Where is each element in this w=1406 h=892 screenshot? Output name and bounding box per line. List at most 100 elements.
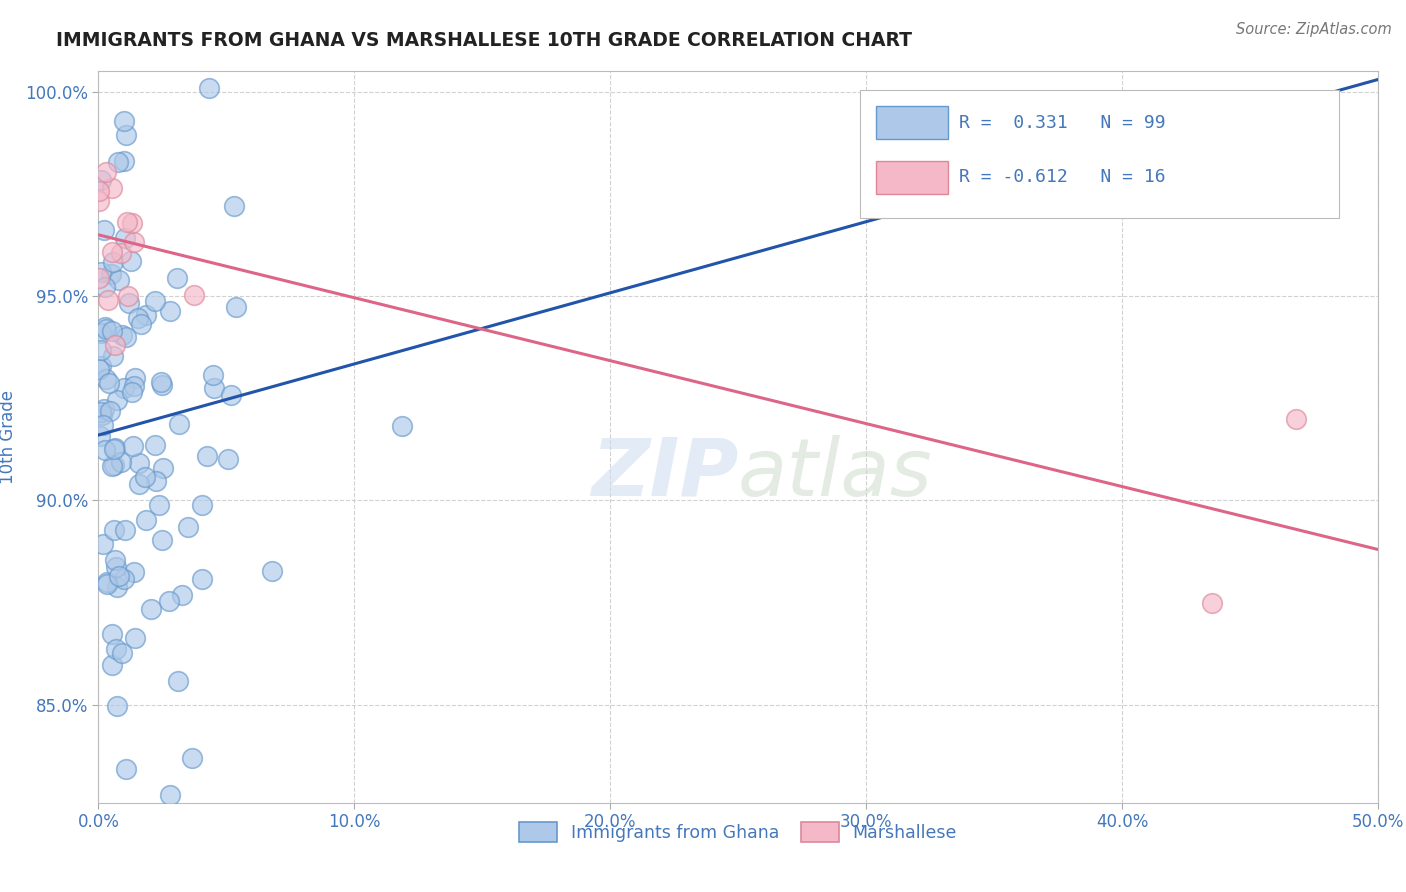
Point: [94, 372, 117, 386]
Point: [152, 461, 174, 475]
Point: [91, 537, 114, 551]
Point: [225, 300, 247, 314]
Point: [110, 454, 132, 468]
Point: [135, 513, 157, 527]
Point: [127, 311, 149, 326]
Point: [195, 449, 218, 463]
Text: ZIP: ZIP: [591, 434, 738, 513]
Point: [90, 265, 112, 279]
Point: [124, 631, 146, 645]
Point: [115, 128, 138, 142]
Legend: Immigrants from Ghana, Marshallese: Immigrants from Ghana, Marshallese: [512, 815, 965, 849]
Point: [121, 439, 143, 453]
Point: [145, 474, 167, 488]
Point: [150, 378, 173, 392]
Point: [135, 308, 157, 322]
Point: [105, 699, 128, 714]
Point: [120, 253, 142, 268]
Point: [114, 572, 136, 586]
Point: [94, 443, 117, 458]
Point: [391, 418, 413, 433]
Point: [190, 499, 212, 513]
Point: [111, 646, 134, 660]
Point: [98, 404, 121, 418]
Y-axis label: 10th Grade: 10th Grade: [0, 390, 17, 484]
Point: [114, 231, 136, 245]
Point: [90, 405, 112, 419]
Point: [94, 164, 117, 178]
Point: [121, 385, 143, 400]
Point: [91, 417, 114, 432]
Point: [1285, 411, 1308, 425]
Point: [202, 381, 225, 395]
Text: R = -0.612   N = 16: R = -0.612 N = 16: [959, 169, 1166, 186]
Point: [262, 564, 284, 578]
Point: [101, 325, 124, 339]
Point: [112, 381, 135, 395]
Point: [90, 326, 112, 340]
Point: [103, 442, 125, 456]
Point: [124, 565, 146, 579]
Point: [180, 751, 202, 765]
Point: [90, 172, 112, 186]
Point: [159, 788, 181, 802]
Point: [101, 627, 124, 641]
Point: [110, 245, 132, 260]
Point: [115, 215, 138, 229]
Point: [124, 379, 146, 393]
Point: [145, 294, 167, 309]
Point: [90, 408, 112, 422]
Point: [167, 673, 190, 688]
Point: [159, 304, 181, 318]
Point: [177, 520, 200, 534]
Point: [114, 329, 136, 343]
Point: [134, 470, 156, 484]
Point: [101, 459, 124, 474]
Point: [103, 349, 125, 363]
Point: [1201, 596, 1223, 610]
Point: [108, 272, 131, 286]
Point: [128, 476, 150, 491]
Point: [90, 359, 112, 373]
Point: [108, 568, 131, 582]
Point: [117, 289, 139, 303]
Point: [87, 194, 110, 209]
FancyBboxPatch shape: [876, 161, 948, 194]
Text: IMMIGRANTS FROM GHANA VS MARSHALLESE 10TH GRADE CORRELATION CHART: IMMIGRANTS FROM GHANA VS MARSHALLESE 10T…: [56, 31, 912, 50]
Point: [101, 181, 124, 195]
Text: R =  0.331   N = 99: R = 0.331 N = 99: [959, 113, 1166, 131]
Point: [129, 317, 152, 331]
Point: [170, 588, 193, 602]
Point: [112, 154, 135, 169]
Point: [167, 417, 190, 431]
Point: [150, 375, 173, 389]
Point: [121, 216, 143, 230]
Point: [118, 296, 141, 310]
Point: [128, 456, 150, 470]
Point: [143, 438, 166, 452]
Point: [148, 498, 170, 512]
Point: [93, 223, 115, 237]
Point: [103, 458, 125, 472]
Point: [105, 642, 128, 657]
Point: [166, 271, 188, 285]
Point: [87, 185, 110, 199]
Point: [90, 343, 112, 358]
Point: [101, 255, 124, 269]
Point: [141, 602, 163, 616]
Point: [94, 279, 117, 293]
Point: [122, 235, 145, 249]
Point: [105, 580, 128, 594]
Point: [198, 80, 221, 95]
Point: [104, 553, 127, 567]
Point: [191, 573, 214, 587]
Point: [97, 376, 120, 390]
Point: [93, 401, 115, 416]
Point: [105, 392, 128, 407]
Point: [96, 577, 118, 591]
Point: [89, 270, 111, 285]
Point: [94, 320, 117, 334]
Point: [104, 441, 127, 455]
Text: atlas: atlas: [738, 434, 934, 513]
Point: [222, 199, 245, 213]
